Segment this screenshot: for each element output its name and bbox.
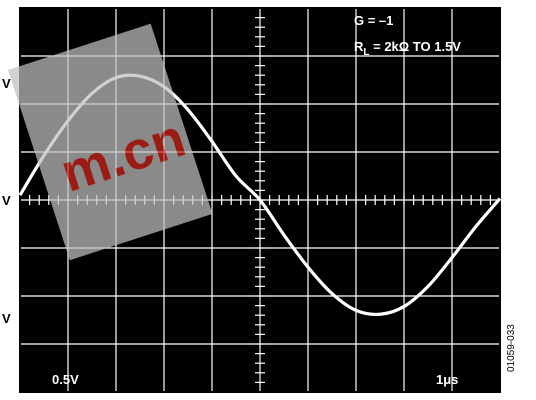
- annotation: G = –1 RL = 2kΩ TO 1.5V: [354, 13, 461, 58]
- annotation-gain: G = –1: [354, 13, 393, 28]
- annotation-load-subscript: L: [363, 47, 369, 58]
- annotation-load-r: R: [354, 39, 364, 54]
- annotation-load-value: = 2kΩ TO 1.5V: [370, 39, 462, 54]
- y-label-bottom: V: [2, 311, 11, 326]
- y-label-middle: V: [2, 193, 11, 208]
- vertical-scale-label: 0.5V: [52, 372, 79, 387]
- figure-id: 01059-033: [506, 324, 517, 372]
- annotation-load: RL = 2kΩ TO 1.5V: [354, 39, 461, 58]
- horizontal-scale-label: 1μs: [436, 372, 458, 387]
- y-label-top: V: [2, 76, 11, 91]
